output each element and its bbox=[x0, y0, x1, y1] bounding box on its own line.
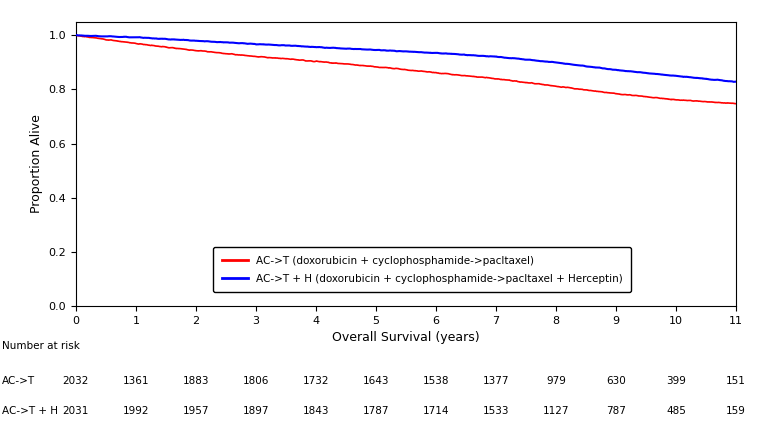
Text: 1806: 1806 bbox=[243, 376, 269, 386]
Text: 1992: 1992 bbox=[123, 406, 150, 416]
Text: 1643: 1643 bbox=[363, 376, 389, 386]
Text: 1361: 1361 bbox=[123, 376, 150, 386]
Text: 787: 787 bbox=[606, 406, 626, 416]
Text: 1883: 1883 bbox=[183, 376, 209, 386]
Text: AC->T + H: AC->T + H bbox=[2, 406, 58, 416]
Text: 979: 979 bbox=[546, 376, 566, 386]
Text: 630: 630 bbox=[606, 376, 626, 386]
Text: 1897: 1897 bbox=[243, 406, 269, 416]
Text: 1533: 1533 bbox=[483, 406, 509, 416]
Text: 2031: 2031 bbox=[63, 406, 89, 416]
Text: 1787: 1787 bbox=[363, 406, 389, 416]
Text: 1714: 1714 bbox=[423, 406, 449, 416]
Text: 1538: 1538 bbox=[423, 376, 449, 386]
Text: 151: 151 bbox=[726, 376, 746, 386]
Text: 1732: 1732 bbox=[303, 376, 329, 386]
Text: 1957: 1957 bbox=[183, 406, 209, 416]
Text: AC->T: AC->T bbox=[2, 376, 35, 386]
Text: 2032: 2032 bbox=[63, 376, 89, 386]
X-axis label: Overall Survival (years): Overall Survival (years) bbox=[332, 331, 480, 344]
Legend: AC->T (doxorubicin + cyclophosphamide->pacltaxel), AC->T + H (doxorubicin + cycl: AC->T (doxorubicin + cyclophosphamide->p… bbox=[213, 247, 631, 292]
Text: 159: 159 bbox=[726, 406, 746, 416]
Text: 1377: 1377 bbox=[483, 376, 509, 386]
Text: 1127: 1127 bbox=[543, 406, 569, 416]
Text: 485: 485 bbox=[666, 406, 686, 416]
Text: 399: 399 bbox=[666, 376, 686, 386]
Y-axis label: Proportion Alive: Proportion Alive bbox=[30, 114, 43, 213]
Text: Number at risk: Number at risk bbox=[2, 341, 80, 351]
Text: 1843: 1843 bbox=[303, 406, 329, 416]
